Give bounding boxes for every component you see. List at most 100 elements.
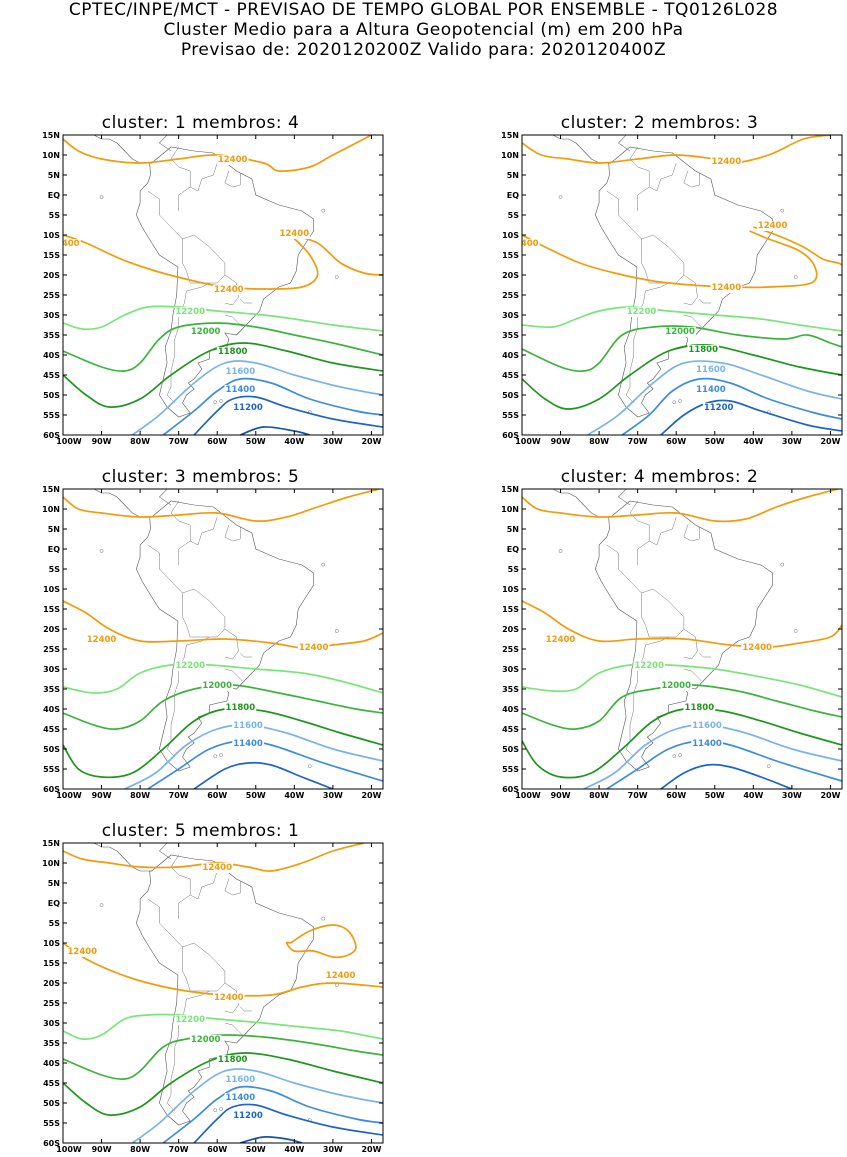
lat-label: 10N (501, 505, 519, 514)
contours (522, 135, 842, 435)
country-border (166, 990, 210, 1112)
panel-title: cluster: 5 membros: 1 (101, 821, 300, 841)
contour-label-bg (63, 239, 81, 249)
cluster-panel-2: cluster: 2 membros: 3 12400 12400 400 12400… (497, 113, 843, 446)
country-border (240, 1006, 252, 1012)
contour-11200 (193, 1103, 383, 1143)
contour-label-bg (710, 157, 743, 167)
lat-label: EQ (48, 899, 60, 908)
country-border (649, 516, 677, 546)
island (99, 195, 104, 199)
header-line-1: CPTEC/INPE/MCT - PREVISAO DE TEMPO GLOBA… (68, 0, 779, 20)
lat-label: 60S (43, 1139, 60, 1148)
country-border (224, 668, 243, 682)
contour-11000 (239, 426, 310, 435)
contour-label-bg (695, 365, 727, 375)
contour-label: 11200 (233, 1111, 263, 1121)
lon-label: 90W (551, 437, 571, 446)
lat-label: 5N (507, 525, 519, 534)
country-border (166, 282, 210, 404)
lat-label: 40S (502, 705, 519, 714)
lat-label: 60S (502, 785, 519, 794)
contour-label: 12000 (665, 327, 695, 337)
contour-label: 11600 (696, 365, 726, 375)
lon-label: 30W (323, 791, 343, 800)
contour-label: 400 (521, 239, 539, 249)
country-border (683, 314, 702, 328)
lon-label: 40W (284, 791, 304, 800)
country-border (240, 652, 252, 658)
contour-label: 12400 (758, 221, 788, 231)
lon-label: 90W (92, 1145, 112, 1154)
lat-label: 10N (42, 151, 60, 160)
country-border (224, 628, 239, 660)
lat-label: 60S (43, 785, 60, 794)
lat-label: 30S (502, 665, 519, 674)
contour-11400 (162, 1085, 383, 1143)
contour-label-bg (216, 1055, 249, 1065)
lat-label: 10S (502, 231, 519, 240)
contour-12400 (63, 600, 383, 650)
contour-label-bg (174, 1015, 207, 1025)
lat-label: 20S (502, 625, 519, 634)
contour-label-bg (691, 739, 723, 749)
island (558, 549, 563, 553)
lon-label: 30W (782, 437, 802, 446)
lon-label: 100W (56, 437, 82, 446)
country-border (147, 898, 183, 948)
island (99, 549, 104, 553)
contour-label-bg (224, 703, 257, 713)
country-border (683, 628, 698, 660)
country-border (147, 544, 183, 594)
contour-label: 400 (62, 239, 80, 249)
contour-label: 11400 (226, 1093, 256, 1103)
contour-12400 (522, 230, 818, 289)
contour-label: 12400 (742, 643, 772, 653)
island (334, 275, 339, 279)
lat-label: 45S (502, 725, 519, 734)
contour-12400 (522, 135, 831, 164)
island (321, 916, 326, 921)
country-border (170, 854, 191, 919)
island (558, 195, 563, 199)
contour-label: 12000 (202, 681, 232, 691)
contour-label: 12400 (67, 947, 97, 957)
island (321, 562, 326, 567)
contour-label-bg (683, 703, 716, 713)
contour-11800 (522, 344, 842, 410)
contour-label-bg (212, 993, 245, 1003)
lon-label: 20W (361, 791, 381, 800)
contour-label: 12400 (280, 229, 310, 239)
contour-11200 (660, 399, 842, 435)
contour-label: 12200 (175, 307, 205, 317)
country-border (224, 170, 241, 188)
contour-label-bg (664, 327, 696, 337)
contour-label-bg (174, 307, 207, 317)
country-border (170, 146, 191, 211)
contour-12400 (753, 226, 842, 266)
contour-11200 (193, 761, 334, 789)
island (793, 275, 798, 279)
country-border (683, 524, 700, 542)
country-border (629, 146, 650, 211)
country-border (641, 588, 685, 638)
contour-label: 12200 (175, 1015, 205, 1025)
contour-12000 (63, 322, 383, 373)
lon-label: 60W (666, 791, 686, 800)
contour-label-bg (544, 635, 577, 645)
lon-label: 30W (323, 437, 343, 446)
caribbean-coast (158, 843, 172, 860)
contour-label: 12400 (546, 635, 576, 645)
lat-label: 15N (42, 131, 60, 140)
lat-label: 15S (43, 251, 60, 260)
island (213, 754, 218, 759)
lat-label: 55S (43, 411, 60, 420)
coastline (135, 146, 314, 418)
contour-12400 (522, 489, 839, 523)
lat-label: 60S (43, 431, 60, 440)
contour-label: 11600 (226, 367, 256, 377)
lat-label: 25S (502, 291, 519, 300)
contour-11800 (522, 707, 842, 779)
lon-label: 100W (515, 791, 541, 800)
contour-label: 11800 (218, 1055, 248, 1065)
